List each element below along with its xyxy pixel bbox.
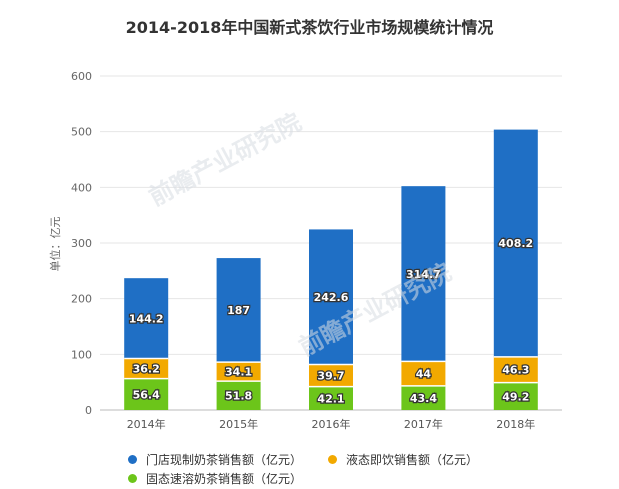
data-label: 39.7 <box>317 370 344 383</box>
data-label: 36.2 <box>133 363 160 376</box>
y-tick-label: 500 <box>71 126 92 139</box>
bar <box>309 364 353 387</box>
legend-dot <box>128 455 137 464</box>
y-tick-label: 200 <box>71 293 92 306</box>
x-tick-label: 2016年 <box>312 417 351 431</box>
x-tick-label: 2014年 <box>127 417 166 431</box>
bar <box>493 356 538 383</box>
data-label: 46.3 <box>502 364 529 377</box>
bar <box>401 186 446 362</box>
bar <box>401 361 446 386</box>
y-tick-label: 100 <box>71 348 92 361</box>
bar <box>309 229 353 365</box>
bar <box>124 358 169 379</box>
x-axis: 2014年 2015年 2016年 2017年 2018年 <box>127 417 536 431</box>
data-label: 49.2 <box>502 390 529 403</box>
data-label: 187 <box>227 304 250 317</box>
x-tick-label: 2018年 <box>496 417 535 431</box>
bar <box>124 278 169 359</box>
legend-item: 固态速溶奶茶销售额（亿元） <box>128 470 302 487</box>
legend-dot <box>128 474 137 483</box>
y-tick-label: 300 <box>71 237 92 250</box>
data-label: 34.1 <box>225 366 252 379</box>
data-label: 314.7 <box>406 268 441 281</box>
x-tick-label: 2017年 <box>404 417 443 431</box>
data-label: 43.4 <box>410 392 437 405</box>
legend-item: 门店现制奶茶销售额（亿元） <box>128 451 302 468</box>
y-axis-label: 单位：亿元 <box>48 217 62 272</box>
x-tick-label: 2015年 <box>219 417 258 431</box>
data-label: 242.6 <box>314 291 349 304</box>
y-tick-label: 600 <box>71 70 92 83</box>
data-labels: 56.4 36.2 144.2 51.8 34.1 187 42.1 39.7 242.6 43.… <box>128 236 535 406</box>
bar <box>309 386 353 410</box>
data-label: 56.4 <box>133 388 160 401</box>
chart-title: 2014-2018年中国新式茶饮行业市场规模统计情况 <box>125 18 494 37</box>
bar <box>216 258 261 363</box>
legend-label: 门店现制奶茶销售额（亿元） <box>146 453 303 467</box>
legend-label: 液态即饮销售额（亿元） <box>346 453 479 467</box>
bar <box>401 385 446 410</box>
bar <box>216 381 261 410</box>
legend-dot <box>328 455 337 464</box>
data-label: 51.8 <box>225 390 252 403</box>
y-tick-label: 0 <box>85 404 92 417</box>
y-tick-label: 400 <box>71 181 92 194</box>
data-label: 44 <box>416 368 432 381</box>
legend-label: 固态速溶奶茶销售额（亿元） <box>146 472 303 486</box>
data-label: 42.1 <box>317 392 344 405</box>
bar <box>493 382 538 410</box>
data-label: 408.2 <box>498 237 533 250</box>
bar <box>124 378 169 410</box>
bar <box>493 129 538 357</box>
bar-series <box>124 129 538 410</box>
y-axis: 0 100 200 300 400 500 600 <box>71 70 92 417</box>
data-label: 144.2 <box>129 312 164 325</box>
bar <box>216 362 261 382</box>
legend-item: 液态即饮销售额（亿元） <box>328 451 478 468</box>
